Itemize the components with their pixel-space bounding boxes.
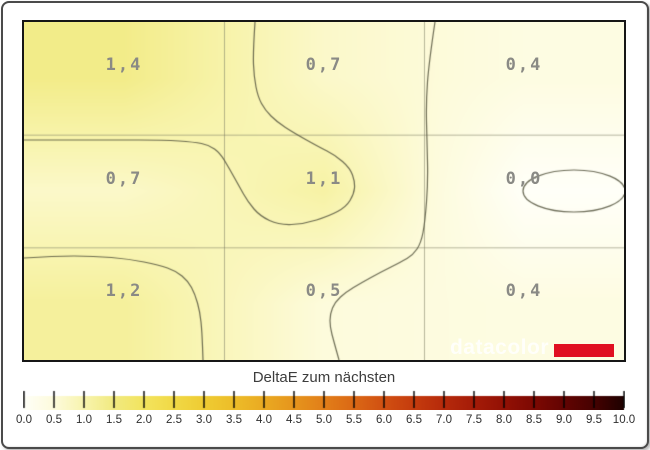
colorbar-tick-label: 9.5 xyxy=(586,414,602,426)
cell-value-label: 0,5 xyxy=(305,281,343,301)
cell-value-label: 1,4 xyxy=(105,55,143,75)
colorbar-tick-label: 10.0 xyxy=(612,414,636,426)
cell-value-label: 0,7 xyxy=(305,55,343,75)
datacolor-watermark: datacolor xyxy=(450,337,614,359)
colorbar-tick-label: 6.0 xyxy=(376,414,392,426)
colorbar-tick-label: 5.0 xyxy=(316,414,332,426)
datacolor-logo-mark xyxy=(554,343,614,357)
colorbar-tick-label: 0.5 xyxy=(46,414,62,426)
colorbar-tick-label: 5.5 xyxy=(346,414,362,426)
heatmap-plot: 1,4 0,7 0,4 0,7 1,1 0,0 1,2 0,5 0,4 data… xyxy=(22,20,626,362)
colorbar-tick-label: 3.5 xyxy=(226,414,242,426)
colorbar-tick-label: 9.0 xyxy=(556,414,572,426)
colorbar-tick-label: 8.0 xyxy=(496,414,512,426)
cell-value-label: 0,7 xyxy=(105,169,143,189)
colorbar-tick-label: 8.5 xyxy=(526,414,542,426)
colorbar-tick-label: 1.0 xyxy=(76,414,92,426)
cell-value-label: 1,1 xyxy=(305,169,343,189)
cell-value-label: 0,4 xyxy=(505,55,543,75)
colorbar-title: DeltaE zum nächsten xyxy=(252,369,396,386)
heatmap-canvas xyxy=(24,22,624,360)
colorbar-tick-label: 2.0 xyxy=(136,414,152,426)
colorbar-tick-label: 1.5 xyxy=(106,414,122,426)
colorbar-tick-label: 3.0 xyxy=(196,414,212,426)
colorbar-tick-label: 0.0 xyxy=(16,414,32,426)
colorbar xyxy=(23,390,625,410)
colorbar-tick-label: 4.0 xyxy=(256,414,272,426)
colorbar-tick-label: 6.5 xyxy=(406,414,422,426)
cell-value-label: 0,0 xyxy=(505,169,543,189)
colorbar-tick-label: 7.5 xyxy=(466,414,482,426)
colorbar-tick-label: 2.5 xyxy=(166,414,182,426)
colorbar-tick-label: 4.5 xyxy=(286,414,302,426)
cell-value-label: 0,4 xyxy=(505,281,543,301)
datacolor-logo-text: datacolor xyxy=(449,336,549,359)
colorbar-tick-label: 7.0 xyxy=(436,414,452,426)
cell-value-label: 1,2 xyxy=(105,281,143,301)
